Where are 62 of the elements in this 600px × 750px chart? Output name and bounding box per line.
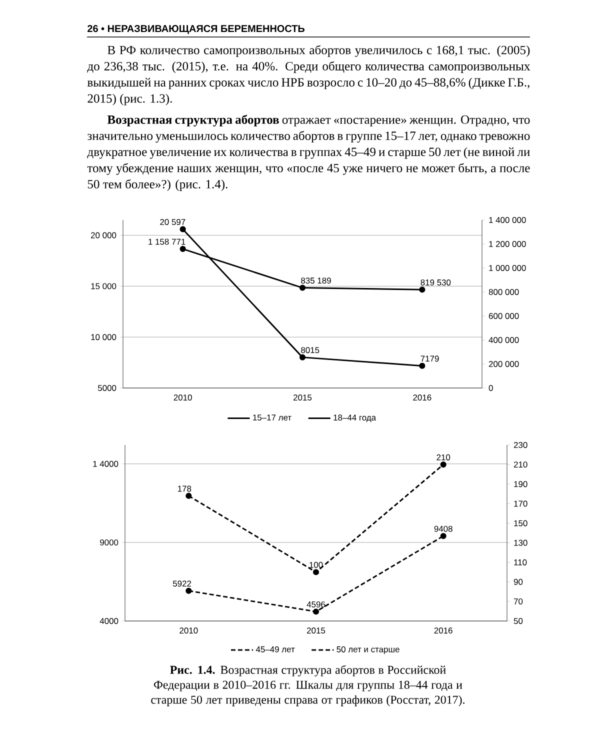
y2-tick-label: 600 000	[488, 313, 519, 319]
data-label: 4596	[306, 601, 326, 608]
y-tick-label: 4000	[100, 618, 118, 624]
y2-tick-label: 170	[514, 500, 528, 507]
y2-tick-label: 1 400 000	[489, 217, 526, 223]
y2-tick-label: 0	[488, 385, 493, 391]
data-label: 835 189	[301, 278, 331, 284]
data-label: 7179	[420, 356, 439, 362]
y2-tick-label: 1 000 000	[489, 265, 526, 271]
point	[180, 226, 186, 232]
y-tick-label: 15 000	[91, 283, 116, 290]
y2-tick-label: 110	[514, 559, 527, 566]
point	[299, 284, 306, 291]
legend-label: 18–44 года	[334, 414, 376, 422]
y2-tick-label: 150	[514, 520, 528, 526]
text: В РФ количество самопроизвольных абортов увеличилось с 168,1 тыс. (2005) до 236,38 тыс. (2015), т.е. на 40%. Среди общего количества самопроизвольных выкидышей на ранних сроках число НРБ возросло с 10–20 до 45–88,6% (Дикке Г.Б., 2015) (рис. 1.3).	[87, 45, 530, 106]
y2-tick-label: 210	[514, 462, 528, 468]
y-tick-label: 10 000	[91, 334, 116, 340]
y2-tick-label: 130	[514, 540, 528, 546]
point	[299, 354, 306, 360]
point	[440, 532, 446, 540]
text: Возрастная структура абортов отражает «постарение» женщин. Отрадно, что значительно уменьшилось количество абортов в группе 15–17 лет, однако тревожно двукратное увеличение их количества в группах 45–49 и старше 50 лет (не виной ли тому убеждение наших женщин, что «после 45 уже ничего не может быть, а после 50 тем более»?) (рис. 1.4).	[87, 114, 530, 191]
x-tick-label: 2016	[434, 628, 452, 634]
data-label: 178	[178, 486, 192, 492]
y-tick-label: 20 000	[91, 232, 116, 238]
point	[312, 608, 320, 615]
data-label: 210	[436, 454, 450, 460]
point	[186, 588, 192, 594]
data-label: 5922	[172, 580, 192, 587]
y2-tick-label: 190	[514, 481, 528, 488]
data-label: 8015	[301, 347, 320, 354]
point	[180, 246, 186, 252]
x-tick-label: 2015	[307, 628, 326, 634]
y2-tick-label: 800 000	[488, 289, 519, 295]
text: 26 • НЕРАЗВИВАЮЩАЯСЯ БЕРЕМЕННОСТЬ	[88, 25, 305, 34]
point	[440, 462, 446, 468]
y2-tick-label: 230	[514, 442, 528, 448]
data-label: 1 158 771	[148, 238, 186, 245]
text: Рис. 1.4. Возрастная структура абортов в Российской Федерации в 2010–2016 гг. Шкалы для группы 18–44 года и старше 50 лет приведены справа от графиков (Росстат, 2017).	[151, 665, 465, 706]
y2-tick-label: 400 000	[488, 337, 519, 343]
data-label: 20 597	[160, 219, 186, 225]
point	[186, 492, 192, 499]
point	[419, 362, 426, 369]
y2-tick-label: 50	[514, 618, 523, 624]
x-tick-label: 2010	[174, 394, 192, 401]
y2-tick-label: 90	[514, 578, 523, 585]
point	[419, 286, 426, 293]
y-tick-label: 9000	[100, 539, 118, 546]
legend-label: 50 лет и старше	[336, 646, 400, 654]
data-label: 819 530	[420, 279, 451, 286]
y2-tick-label: 70	[514, 598, 523, 604]
x-tick-label: 2015	[294, 394, 312, 401]
point	[312, 569, 320, 576]
legend-label: 15–17 лет	[253, 414, 292, 420]
y-tick-label: 1 4000	[93, 460, 118, 467]
x-tick-label: 2016	[413, 394, 432, 401]
y-tick-label: 5000	[98, 385, 116, 391]
legend-label: 45–49 лет	[256, 646, 295, 652]
x-tick-label: 2010	[180, 628, 198, 634]
data-label: 9408	[434, 526, 452, 532]
y2-tick-label: 1 200 000	[489, 241, 526, 247]
y2-tick-label: 200 000	[488, 361, 519, 367]
